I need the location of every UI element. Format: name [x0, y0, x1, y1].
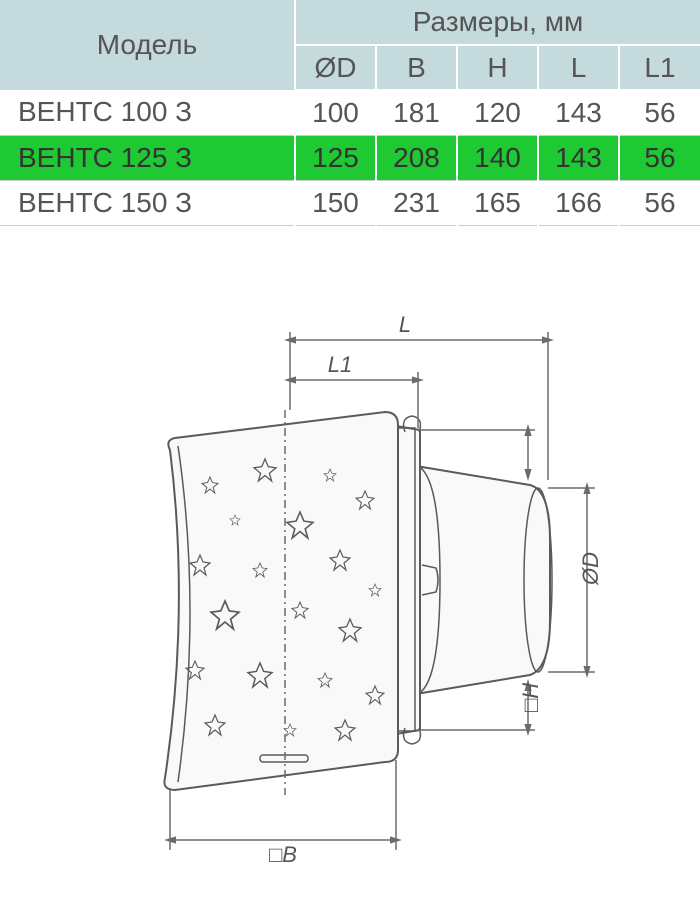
table-row: ВЕНТС 150 З15023116516656 — [0, 180, 700, 225]
dimensions-header: Размеры, мм — [295, 0, 700, 45]
value-cell: 125 — [295, 135, 376, 180]
value-cell: 165 — [457, 180, 538, 225]
model-cell: ВЕНТС 150 З — [0, 180, 295, 225]
model-cell: ВЕНТС 125 З — [0, 135, 295, 180]
dim-label-h: □H — [518, 683, 543, 712]
value-cell: 56 — [619, 90, 700, 135]
value-cell: 100 — [295, 90, 376, 135]
col-header-l: L — [538, 45, 619, 90]
table-row: ВЕНТС 100 З10018112014356 — [0, 90, 700, 135]
value-cell: 166 — [538, 180, 619, 225]
dimensions-table-wrap: Модель Размеры, мм ØD B H L L1 ВЕНТС 100… — [0, 0, 700, 226]
dim-label-l1: L1 — [328, 352, 352, 377]
table-body: ВЕНТС 100 З10018112014356ВЕНТС 125 З1252… — [0, 90, 700, 225]
table-row: ВЕНТС 125 З12520814014356 — [0, 135, 700, 180]
value-cell: 120 — [457, 90, 538, 135]
value-cell: 56 — [619, 135, 700, 180]
value-cell: 231 — [376, 180, 457, 225]
value-cell: 143 — [538, 135, 619, 180]
diagram-svg: L L1 ØD □H □B — [140, 310, 620, 870]
value-cell: 143 — [538, 90, 619, 135]
col-header-h: H — [457, 45, 538, 90]
dim-label-d: ØD — [578, 552, 603, 586]
value-cell: 150 — [295, 180, 376, 225]
model-header: Модель — [0, 0, 295, 90]
value-cell: 140 — [457, 135, 538, 180]
value-cell: 208 — [376, 135, 457, 180]
model-cell: ВЕНТС 100 З — [0, 90, 295, 135]
value-cell: 181 — [376, 90, 457, 135]
dim-label-l: L — [399, 312, 411, 337]
dimension-diagram: L L1 ØD □H □B — [140, 310, 620, 870]
col-header-d: ØD — [295, 45, 376, 90]
col-header-l1: L1 — [619, 45, 700, 90]
dim-label-b: □B — [269, 842, 297, 867]
value-cell: 56 — [619, 180, 700, 225]
col-header-b: B — [376, 45, 457, 90]
dimensions-table: Модель Размеры, мм ØD B H L L1 ВЕНТС 100… — [0, 0, 700, 226]
